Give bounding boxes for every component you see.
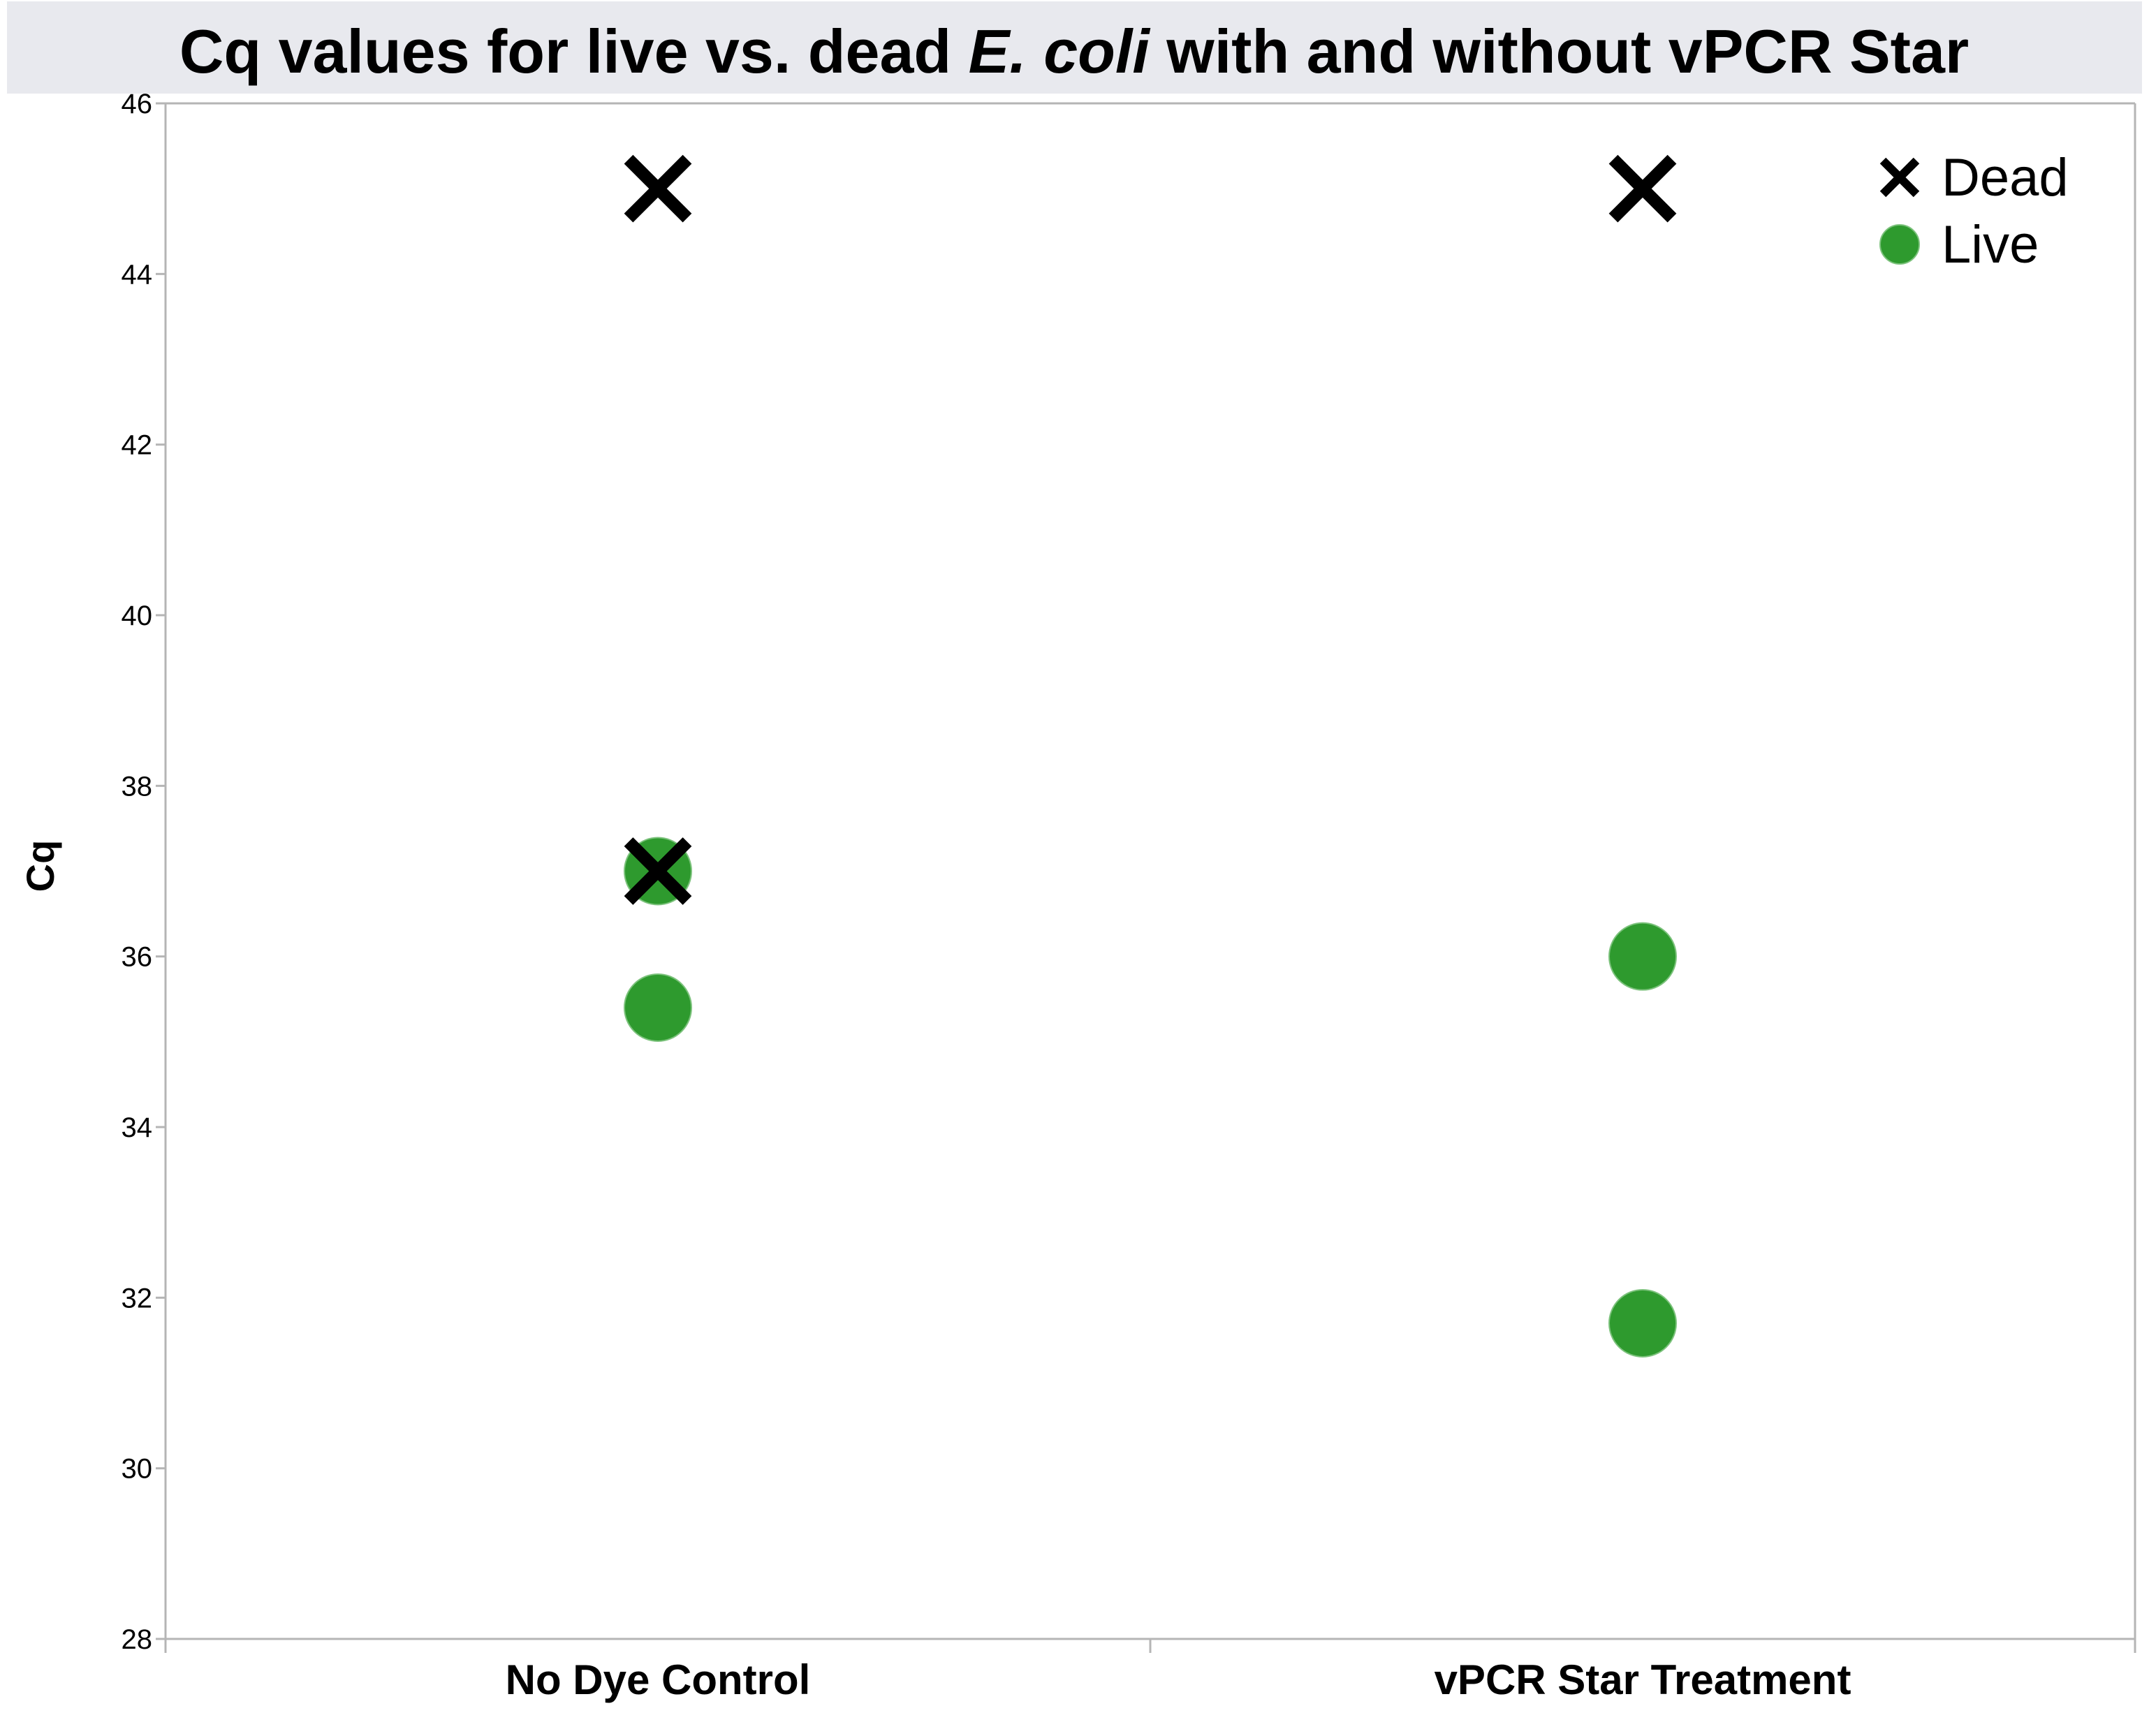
y-tick-label: 36 bbox=[122, 942, 153, 973]
live-point bbox=[1608, 1288, 1677, 1358]
y-tick-label: 30 bbox=[122, 1454, 153, 1485]
chart-title-part1: Cq values for live vs. dead bbox=[179, 17, 969, 86]
x-marker-stroke bbox=[1608, 154, 1677, 223]
dead-point bbox=[624, 154, 692, 223]
plot-frame bbox=[164, 102, 2136, 1653]
live-point bbox=[624, 973, 692, 1042]
y-tick-label: 38 bbox=[122, 771, 153, 802]
chart-title-italic: E. coli bbox=[969, 17, 1151, 86]
y-tick-label: 28 bbox=[122, 1624, 153, 1655]
chart-title-part2: with and without vPCR Star bbox=[1150, 17, 1969, 86]
y-axis: 28 30 32 34 36 38 40 42 44 46 bbox=[122, 89, 166, 1655]
dead-point bbox=[624, 837, 692, 905]
y-tick-label: 34 bbox=[122, 1112, 153, 1143]
dead-point bbox=[1608, 154, 1677, 223]
chart-title: Cq values for live vs. dead E. coli with… bbox=[179, 17, 1969, 86]
x-marker-stroke bbox=[1879, 157, 1920, 198]
data-points bbox=[624, 154, 1677, 1358]
y-tick-label: 46 bbox=[122, 89, 153, 119]
title-bar: Cq values for live vs. dead E. coli with… bbox=[7, 1, 2142, 94]
x-category-label: No Dye Control bbox=[506, 1656, 811, 1703]
x-marker-stroke bbox=[624, 837, 692, 905]
legend-live-label: Live bbox=[1942, 215, 2039, 274]
y-tick-label: 42 bbox=[122, 430, 153, 461]
legend: Dead Live bbox=[1879, 148, 2069, 274]
live-point bbox=[1608, 922, 1677, 991]
y-tick-label: 44 bbox=[122, 259, 153, 290]
x-axis: No Dye Control vPCR Star Treatment bbox=[506, 1639, 1851, 1703]
legend-live-marker bbox=[1879, 224, 1920, 265]
legend-dead-label: Dead bbox=[1942, 148, 2069, 207]
y-axis-title: Cq bbox=[18, 840, 62, 892]
y-tick-label: 40 bbox=[122, 601, 153, 631]
legend-dead-marker bbox=[1879, 157, 1920, 198]
x-category-label: vPCR Star Treatment bbox=[1435, 1656, 1851, 1703]
x-marker-stroke bbox=[624, 154, 692, 223]
y-tick-label: 32 bbox=[122, 1283, 153, 1314]
title-background bbox=[7, 1, 2142, 94]
